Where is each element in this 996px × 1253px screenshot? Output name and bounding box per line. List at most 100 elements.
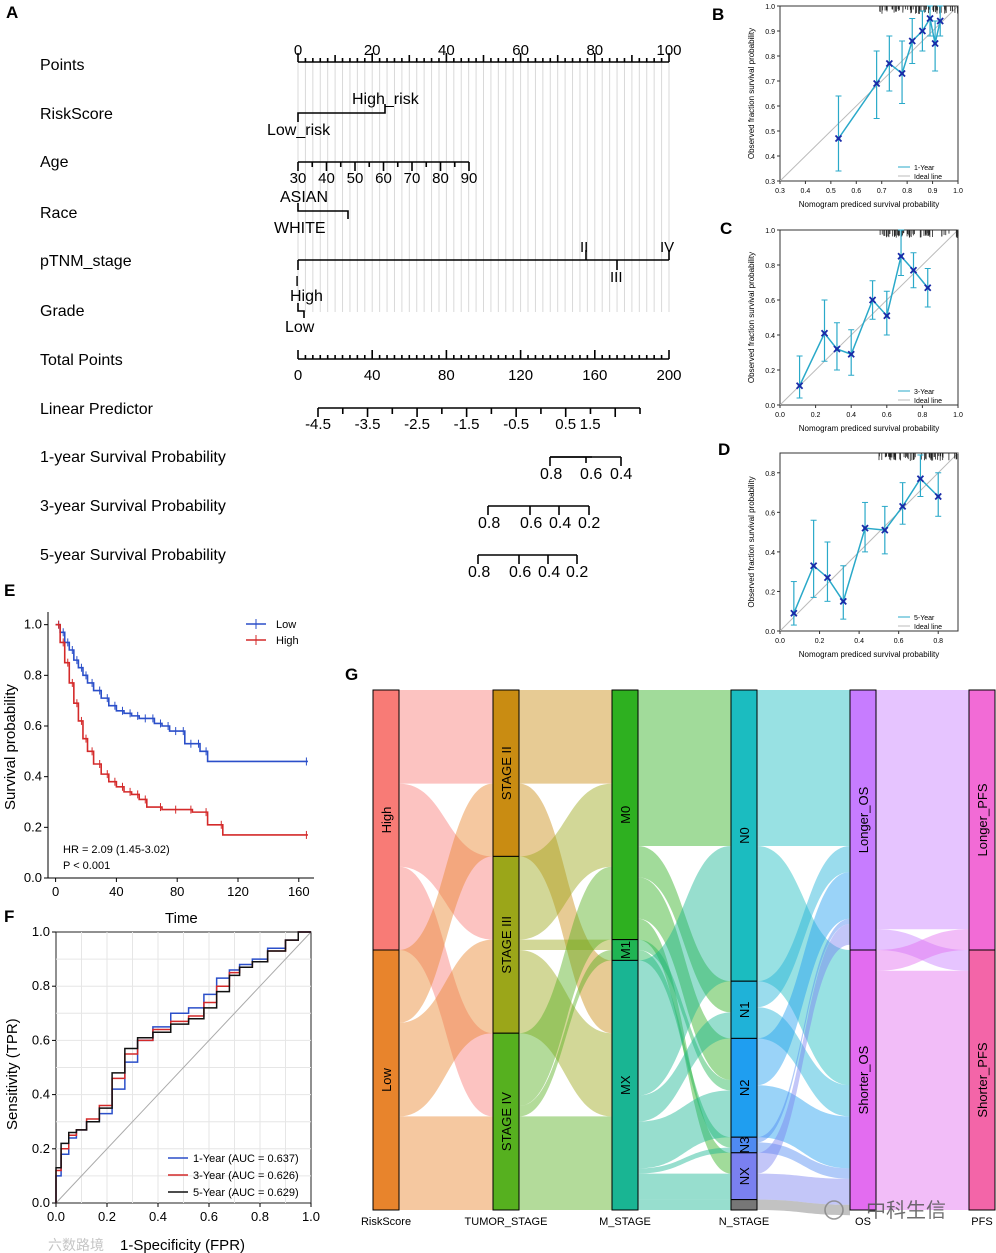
sankey-node-label: N1 bbox=[737, 1001, 752, 1018]
points-tick-label: 100 bbox=[656, 42, 681, 59]
x-tick-label: 0.9 bbox=[928, 188, 938, 195]
x-tick-label: 40 bbox=[109, 884, 123, 899]
sankey-flow bbox=[638, 1174, 731, 1200]
panel-label-e: E bbox=[4, 581, 15, 600]
row-label-3y: 3-year Survival Probability bbox=[40, 498, 226, 515]
sankey-flow bbox=[519, 690, 612, 784]
km-curve-low bbox=[56, 625, 308, 762]
stage-iv-label: IV bbox=[660, 239, 674, 256]
x-tick-label: 0.6 bbox=[851, 188, 861, 195]
lp-tick-label: 1.5 bbox=[580, 416, 601, 433]
sankey-axis-label: M_STAGE bbox=[599, 1216, 651, 1228]
sankey-node-label: STAGE II bbox=[499, 746, 514, 800]
x-tick-label: 80 bbox=[170, 884, 184, 899]
y-tick-label: 1.0 bbox=[765, 4, 775, 11]
y-tick-label: 0.2 bbox=[765, 589, 775, 596]
y-tick-label: 1.0 bbox=[24, 617, 42, 632]
y5-tick-0: 0.8 bbox=[468, 564, 490, 581]
km-p: P < 0.001 bbox=[63, 860, 110, 872]
y-tick-label: 0.6 bbox=[765, 104, 775, 111]
roc-plot: 0.0 0.2 0.4 0.6 0.8 1.00.00.20.40.60.81.01-Ye… bbox=[32, 924, 320, 1224]
sankey-flow bbox=[757, 690, 850, 846]
points-tick-label: 0 bbox=[294, 42, 302, 59]
x-tick-label: 0.4 bbox=[801, 188, 811, 195]
sankey-diagram: High Low RiskScore STAGE II STAGE III STAGE I… bbox=[361, 690, 995, 1228]
age-tick-label: 80 bbox=[432, 170, 449, 187]
y-tick-label: 0.6 bbox=[24, 718, 42, 733]
row-label-5y: 5-year Survival Probability bbox=[40, 547, 226, 564]
x-tick-label: 0.4 bbox=[846, 412, 856, 419]
panel-label-d: D bbox=[718, 440, 730, 459]
x-tick-label: 0.6 bbox=[894, 638, 904, 645]
points-tick-label: 60 bbox=[512, 42, 529, 59]
stage-iii-label: III bbox=[610, 269, 623, 286]
row-label-points: Points bbox=[40, 57, 84, 74]
y-tick-label: 0.6 bbox=[32, 1032, 50, 1047]
lp-tick-label: 0.5 bbox=[555, 416, 576, 433]
row-label-lp: Linear Predictor bbox=[40, 401, 154, 418]
x-tick-label: 0.5 bbox=[826, 188, 836, 195]
total-tick-label: 200 bbox=[656, 367, 681, 384]
y-tick-label: 0.8 bbox=[24, 667, 42, 682]
race-white-label: WHITE bbox=[274, 220, 326, 237]
sankey-node-label: N2 bbox=[737, 1079, 752, 1096]
y-tick-label: 0.9 bbox=[765, 29, 775, 36]
x-tick-label: 0.8 bbox=[918, 412, 928, 419]
legend-label: Ideal line bbox=[914, 624, 942, 631]
sankey-node-label: High bbox=[379, 807, 394, 834]
total-tick-label: 120 bbox=[508, 367, 533, 384]
x-tick-label: 0.6 bbox=[882, 412, 892, 419]
legend-label: 5-Year (AUC = 0.629) bbox=[193, 1187, 299, 1199]
y5-tick-2: 0.4 bbox=[538, 564, 560, 581]
x-tick-label: 1.0 bbox=[302, 1209, 320, 1224]
age-tick-label: 30 bbox=[290, 170, 307, 187]
sankey-flow bbox=[876, 971, 969, 1210]
y-axis-label: Observed fraction survival probability bbox=[747, 252, 756, 383]
y-tick-label: 0.0 bbox=[24, 870, 42, 885]
x-tick-label: 1.0 bbox=[953, 188, 963, 195]
y3-tick-1: 0.6 bbox=[520, 515, 542, 532]
watermark-text-2: 六数路境 bbox=[48, 1237, 104, 1253]
x-tick-label: 0.8 bbox=[902, 188, 912, 195]
km-ylabel: Survival probability bbox=[2, 684, 19, 810]
x-axis-label: Nomogram prediced survival probability bbox=[799, 424, 940, 433]
row-label-grade: Grade bbox=[40, 303, 85, 320]
legend-label: 5-Year bbox=[914, 615, 935, 622]
y-tick-label: 0.2 bbox=[24, 819, 42, 834]
sankey-node-label: M1 bbox=[618, 941, 633, 959]
sankey-node-label: M0 bbox=[618, 806, 633, 824]
legend-label: 1-Year (AUC = 0.637) bbox=[193, 1153, 299, 1165]
legend-label: 3-Year bbox=[914, 389, 935, 396]
y1-tick-1: 0.6 bbox=[580, 466, 602, 483]
calibration-plot-5year: 0.0 0.2 0.4 0.6 0.80.00.20.40.60.85-YearIdea… bbox=[747, 453, 958, 659]
x-tick-label: 0.2 bbox=[811, 412, 821, 419]
y3-tick-2: 0.4 bbox=[549, 515, 571, 532]
y-tick-label: 0.4 bbox=[765, 333, 775, 340]
calibration-plot-3year: 0.0 0.2 0.4 0.6 0.8 1.00.00.20.40.60.81.03-Ye… bbox=[747, 228, 963, 433]
sankey-axis-label: N_STAGE bbox=[719, 1216, 770, 1228]
legend-label: Ideal line bbox=[914, 398, 942, 405]
roc-ylabel: Sensitivity (TPR) bbox=[4, 1018, 21, 1130]
x-tick-label: 1.0 bbox=[953, 412, 963, 419]
sankey-flow bbox=[876, 690, 969, 929]
sankey-flow bbox=[638, 690, 731, 846]
x-tick-label: 0.2 bbox=[98, 1209, 116, 1224]
x-tick-label: 0.4 bbox=[149, 1209, 167, 1224]
race-asian-label: ASIAN bbox=[280, 189, 328, 206]
x-tick-label: 0.4 bbox=[854, 638, 864, 645]
legend-label: 1-Year bbox=[914, 165, 935, 172]
risk-low-label: Low_risk bbox=[267, 122, 331, 139]
lp-tick-label: -4.5 bbox=[305, 416, 331, 433]
y-tick-label: 0.8 bbox=[765, 263, 775, 270]
roc-xlabel: 1-Specificity (FPR) bbox=[120, 1237, 245, 1253]
x-tick-label: 0.6 bbox=[200, 1209, 218, 1224]
y-tick-label: 0.8 bbox=[765, 54, 775, 61]
panel-label-f: F bbox=[4, 907, 14, 926]
sankey-node-label: Shorter_OS bbox=[856, 1045, 871, 1114]
grade-high-label: High bbox=[290, 288, 323, 305]
row-label-riskscore: RiskScore bbox=[40, 106, 113, 123]
row-label-total: Total Points bbox=[40, 352, 123, 369]
y-tick-label: 0.4 bbox=[32, 1087, 50, 1102]
sankey-node-label: N0 bbox=[737, 827, 752, 844]
row-label-race: Race bbox=[40, 205, 77, 222]
